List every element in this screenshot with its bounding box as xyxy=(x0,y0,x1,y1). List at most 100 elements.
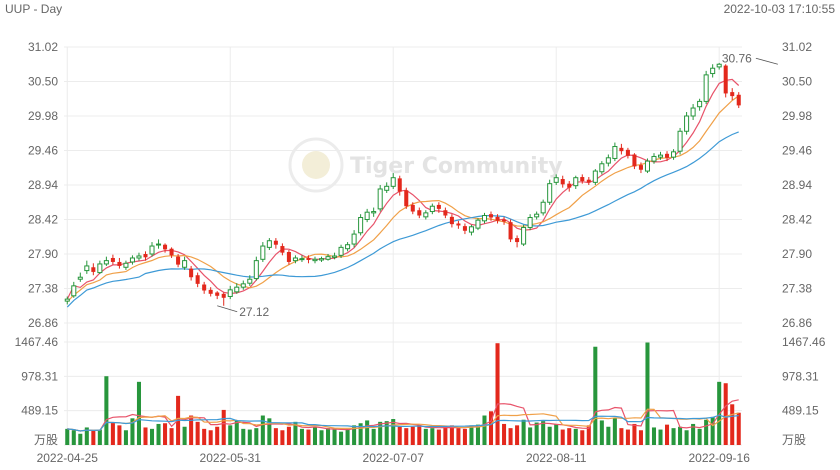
candle-body xyxy=(456,223,461,226)
watermark: Tiger Community xyxy=(288,137,563,193)
candle-body xyxy=(358,217,364,234)
candle-body xyxy=(306,257,311,260)
volume-bar xyxy=(156,423,161,445)
candle-body xyxy=(730,92,735,97)
candle-body xyxy=(97,263,103,274)
price-tick-right: 29.46 xyxy=(782,144,812,158)
volume-bar xyxy=(78,433,83,445)
volume-bar xyxy=(312,427,318,445)
candle-body xyxy=(338,246,344,256)
price-tick-left: 29.98 xyxy=(28,109,58,123)
candle-body xyxy=(736,94,741,106)
candle-body xyxy=(573,177,579,187)
candle-body xyxy=(462,226,467,231)
volume-bar xyxy=(84,427,89,445)
volume-bar xyxy=(704,419,709,445)
candle-body xyxy=(632,154,637,167)
volume-bar xyxy=(645,342,650,445)
volume-bar xyxy=(71,430,76,445)
candle-body xyxy=(292,257,298,262)
date-label: 2022-09-16 xyxy=(688,451,750,465)
volume-moving-averages xyxy=(67,399,739,432)
volume-bar xyxy=(449,425,454,445)
candle-body xyxy=(169,248,174,256)
volume-bar xyxy=(404,428,409,445)
candle-body xyxy=(195,275,200,284)
price-moving-averages xyxy=(66,78,740,308)
volume-tick-right: 1467.46 xyxy=(782,335,826,349)
volume-bar xyxy=(528,427,533,445)
candle-body xyxy=(586,179,591,183)
candle-body xyxy=(540,201,546,214)
price-tick-right: 28.94 xyxy=(782,178,812,192)
price-tick-left: 27.38 xyxy=(28,282,58,296)
candle-body xyxy=(221,293,226,298)
price-tick-left: 27.90 xyxy=(28,247,58,261)
volume-bar xyxy=(423,428,428,445)
volume-bar xyxy=(397,426,402,445)
candle-body xyxy=(527,217,533,228)
volume-tick-left: 978.31 xyxy=(21,369,58,383)
volume-bar xyxy=(456,428,461,445)
candle-body xyxy=(136,255,142,259)
candle-body xyxy=(423,212,429,218)
candle-body xyxy=(567,183,572,188)
candle-body xyxy=(619,147,624,152)
volume-bar xyxy=(234,420,239,445)
ma-mid-line xyxy=(66,95,740,303)
candle-body xyxy=(638,165,643,170)
candle-body xyxy=(410,204,415,212)
candle-body xyxy=(129,257,135,263)
date-label: 2022-08-11 xyxy=(526,451,587,465)
volume-bar xyxy=(299,428,304,445)
volume-bar xyxy=(228,425,233,445)
candle-body xyxy=(260,245,266,260)
candle-body xyxy=(266,240,272,248)
volume-bar xyxy=(554,423,559,445)
volume-bar xyxy=(391,419,396,445)
candle-body xyxy=(91,267,96,272)
candle-body xyxy=(227,289,233,297)
candle-body xyxy=(110,257,115,262)
volume-bar xyxy=(319,430,324,445)
volume-bar xyxy=(475,424,480,445)
candle-body xyxy=(332,255,338,258)
date-label: 2022-04-25 xyxy=(37,451,99,465)
candle-body xyxy=(690,107,696,117)
volume-bar xyxy=(163,423,168,445)
candle-body xyxy=(560,179,565,185)
candle-body xyxy=(345,244,351,250)
candle-body xyxy=(495,216,500,221)
volume-bar xyxy=(149,428,155,445)
volume-tick-right: 489.15 xyxy=(782,404,819,418)
candle-body xyxy=(677,130,683,152)
candle-body xyxy=(103,260,109,265)
chart-datetime: 2022-10-03 17:10:55 xyxy=(723,2,835,16)
volume-bar xyxy=(293,421,298,445)
annotation-label: 27.12 xyxy=(239,305,269,319)
price-tick-left: 26.86 xyxy=(28,316,58,330)
candle-body xyxy=(156,243,162,246)
candle-body xyxy=(443,210,448,216)
candle-body xyxy=(449,216,454,225)
volume-bar xyxy=(352,425,357,445)
candle-body xyxy=(253,260,259,280)
price-tick-right: 26.86 xyxy=(782,316,812,330)
volume-bar xyxy=(534,422,539,445)
candle-body xyxy=(684,115,690,132)
candle-body xyxy=(644,160,650,172)
candle-body xyxy=(286,252,291,262)
volume-bar xyxy=(521,419,526,445)
candle-body xyxy=(364,211,370,220)
volume-bar xyxy=(541,421,546,445)
volume-bar xyxy=(508,428,513,445)
candle-body xyxy=(515,238,520,243)
volume-bar xyxy=(110,422,115,445)
volume-axis-right: 1467.46 978.31 489.15 xyxy=(782,335,826,418)
price-axis-left: 31.02 30.50 29.98 29.46 28.94 28.42 27.90 27.38… xyxy=(28,40,58,330)
volume-bar xyxy=(625,429,630,445)
volume-bar xyxy=(247,429,252,445)
volume-tick-left: 489.15 xyxy=(21,404,58,418)
volume-bar xyxy=(254,428,259,445)
